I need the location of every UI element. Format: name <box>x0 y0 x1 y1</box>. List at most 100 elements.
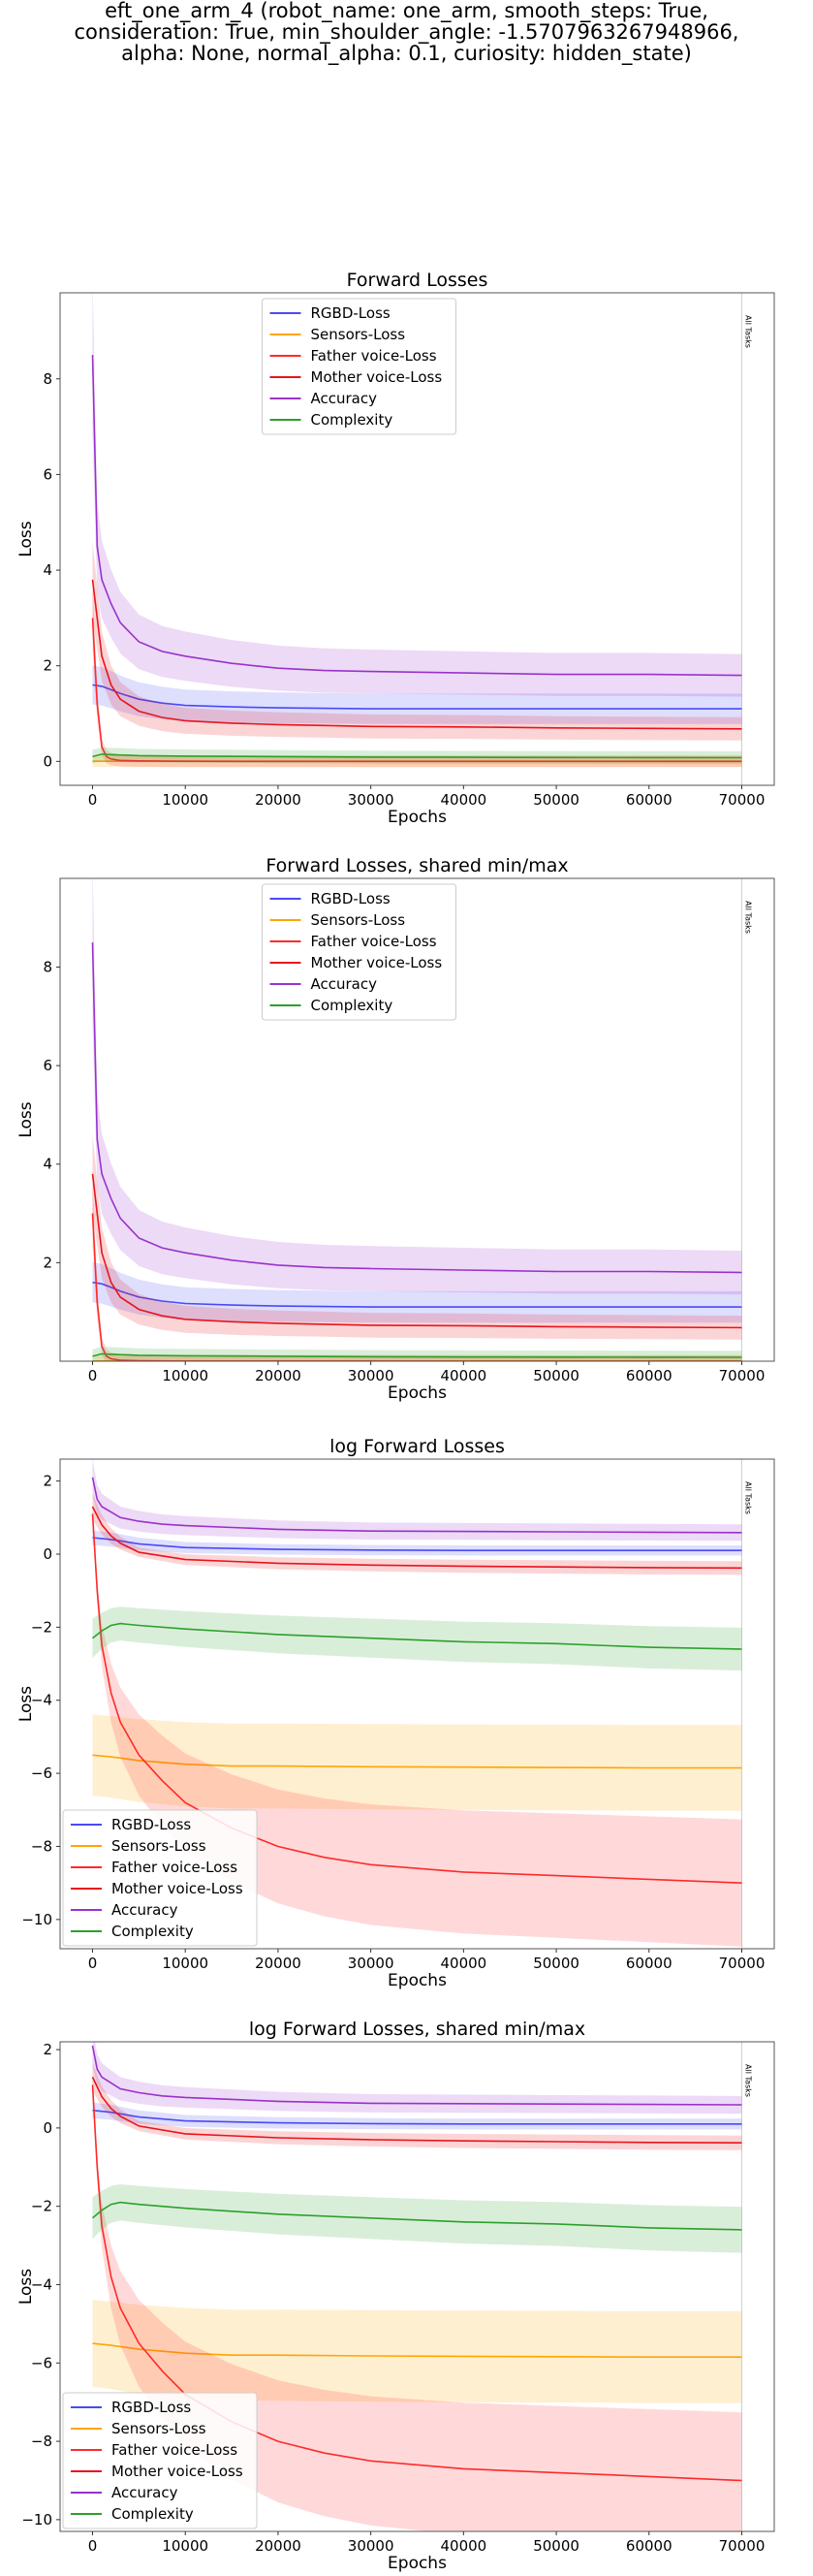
legend-label: Father voice-Loss <box>111 1859 237 1876</box>
x-tick-label: 10000 <box>162 1955 208 1972</box>
y-tick-label: −8 <box>31 1837 52 1855</box>
series-band <box>92 2063 742 2150</box>
y-tick-label: −6 <box>31 2354 52 2371</box>
series-line <box>91 1506 742 1570</box>
legend-box <box>62 2392 258 2529</box>
series-line <box>92 1352 742 1358</box>
x-tick-label: 40000 <box>440 1367 486 1384</box>
series-group <box>91 293 742 768</box>
task-boundary-label: All Tasks <box>744 315 753 348</box>
series-band <box>92 1134 742 1340</box>
legend-label: RGBD-Loss <box>311 304 391 322</box>
y-tick-label: 0 <box>43 1545 52 1563</box>
x-tick-label: 40000 <box>440 1955 486 1972</box>
y-tick-label: −8 <box>31 2433 52 2450</box>
plot-frame <box>59 2041 775 2532</box>
chart-title: log Forward Losses, shared min/max <box>249 2019 585 2040</box>
legend-label: Accuracy <box>311 975 378 993</box>
y-tick-label: −4 <box>31 2275 52 2293</box>
legend-box <box>262 883 456 1021</box>
x-tick-label: 70000 <box>719 1955 766 1972</box>
series-line <box>92 2342 742 2358</box>
series-line <box>92 1537 742 1551</box>
legend: RGBD-Loss Sensors-Loss Father voice-Loss Mo… <box>62 2392 258 2529</box>
series-band <box>92 1606 742 1671</box>
series-line <box>91 1477 742 1534</box>
legend-label: Mother voice-Loss <box>311 954 443 971</box>
x-tick-label: 30000 <box>348 1955 394 1972</box>
chart-panel-3: All Tasks 0 10000 20000 30000 40000 50000 60000… <box>16 1436 775 1990</box>
legend-label: Sensors-Loss <box>111 1837 206 1855</box>
legend-label: Complexity <box>311 997 393 1014</box>
x-axis-label: Epochs <box>388 2554 447 2573</box>
plot-frame <box>59 877 775 1362</box>
legend-label: Mother voice-Loss <box>111 2463 243 2480</box>
task-boundary-label: All Tasks <box>744 1481 753 1514</box>
series-line <box>92 753 742 759</box>
y-tick-label: 4 <box>43 561 52 579</box>
series-line <box>92 1622 742 1650</box>
legend-label: Sensors-Loss <box>111 2420 206 2437</box>
series-line <box>91 942 742 1274</box>
x-tick-label: 0 <box>88 2537 98 2555</box>
y-axis-label: Loss <box>16 1686 36 1722</box>
x-tick-label: 0 <box>88 1955 98 1972</box>
y-tick-label: 0 <box>43 2119 52 2137</box>
series-line <box>91 2201 742 2231</box>
y-tick-label: 6 <box>43 465 52 483</box>
x-tick-label: 20000 <box>255 791 301 809</box>
x-tick-label: 70000 <box>719 1367 766 1384</box>
x-tick-label: 40000 <box>440 2537 486 2555</box>
y-tick-label: 2 <box>43 2041 52 2058</box>
series-band <box>92 2300 742 2403</box>
series-line <box>91 579 742 730</box>
x-tick-label: 60000 <box>626 791 672 809</box>
legend-label: Complexity <box>111 2505 194 2523</box>
x-axis-label: Epochs <box>388 1971 447 1990</box>
x-tick-label: 60000 <box>626 2537 672 2555</box>
x-tick-label: 50000 <box>533 2537 579 2555</box>
y-tick-label: 8 <box>43 958 52 975</box>
legend-label: RGBD-Loss <box>111 2399 191 2416</box>
x-tick-label: 30000 <box>348 791 394 809</box>
suptitle-line: alpha: None, normal_alpha: 0.1, curiosit… <box>121 42 692 65</box>
chart-title: Forward Losses <box>347 270 488 291</box>
y-tick-label: 2 <box>43 1473 52 1490</box>
legend-label: Sensors-Loss <box>311 911 406 929</box>
x-tick-label: 50000 <box>533 1955 579 1972</box>
x-tick-label: 50000 <box>533 1367 579 1384</box>
legend-label: Father voice-Loss <box>311 347 437 365</box>
plot-frame <box>59 1458 775 1950</box>
legend-label: Father voice-Loss <box>311 933 437 950</box>
series-line <box>92 2109 742 2125</box>
series-line <box>92 1754 742 1769</box>
legend-label: RGBD-Loss <box>311 890 391 907</box>
x-axis-label: Epochs <box>388 808 447 827</box>
y-tick-label: −10 <box>21 1911 52 1928</box>
x-tick-label: 10000 <box>162 791 208 809</box>
suptitle-line: consideration: True, min_shoulder_angle:… <box>74 20 739 44</box>
x-tick-label: 20000 <box>255 1955 301 1972</box>
legend-label: Accuracy <box>311 390 378 407</box>
y-tick-label: −2 <box>31 2198 52 2215</box>
series-line <box>92 684 742 710</box>
series-line <box>92 1281 742 1308</box>
figure-suptitle: eft_one_arm_4 (robot_name: one_arm, smoo… <box>0 0 813 64</box>
y-tick-label: 2 <box>43 1254 52 1271</box>
y-tick-label: 6 <box>43 1057 52 1074</box>
legend-label: Accuracy <box>111 2484 178 2501</box>
x-tick-label: 0 <box>88 791 98 809</box>
plot-frame <box>59 292 775 786</box>
x-tick-label: 70000 <box>719 2537 766 2555</box>
x-tick-label: 30000 <box>348 2537 394 2555</box>
x-axis-label: Epochs <box>388 1383 447 1403</box>
y-tick-label: 0 <box>43 752 52 770</box>
series-band <box>92 747 742 765</box>
series-band <box>92 541 742 741</box>
x-tick-label: 40000 <box>440 791 486 809</box>
legend-box <box>262 298 456 435</box>
chart-panel-1: All Tasks 0 10000 20000 30000 40000 50000 60000… <box>16 270 775 827</box>
y-tick-label: 8 <box>43 370 52 388</box>
legend: RGBD-Loss Sensors-Loss Father voice-Loss Mo… <box>62 1809 258 1947</box>
y-tick-label: 2 <box>43 657 52 675</box>
